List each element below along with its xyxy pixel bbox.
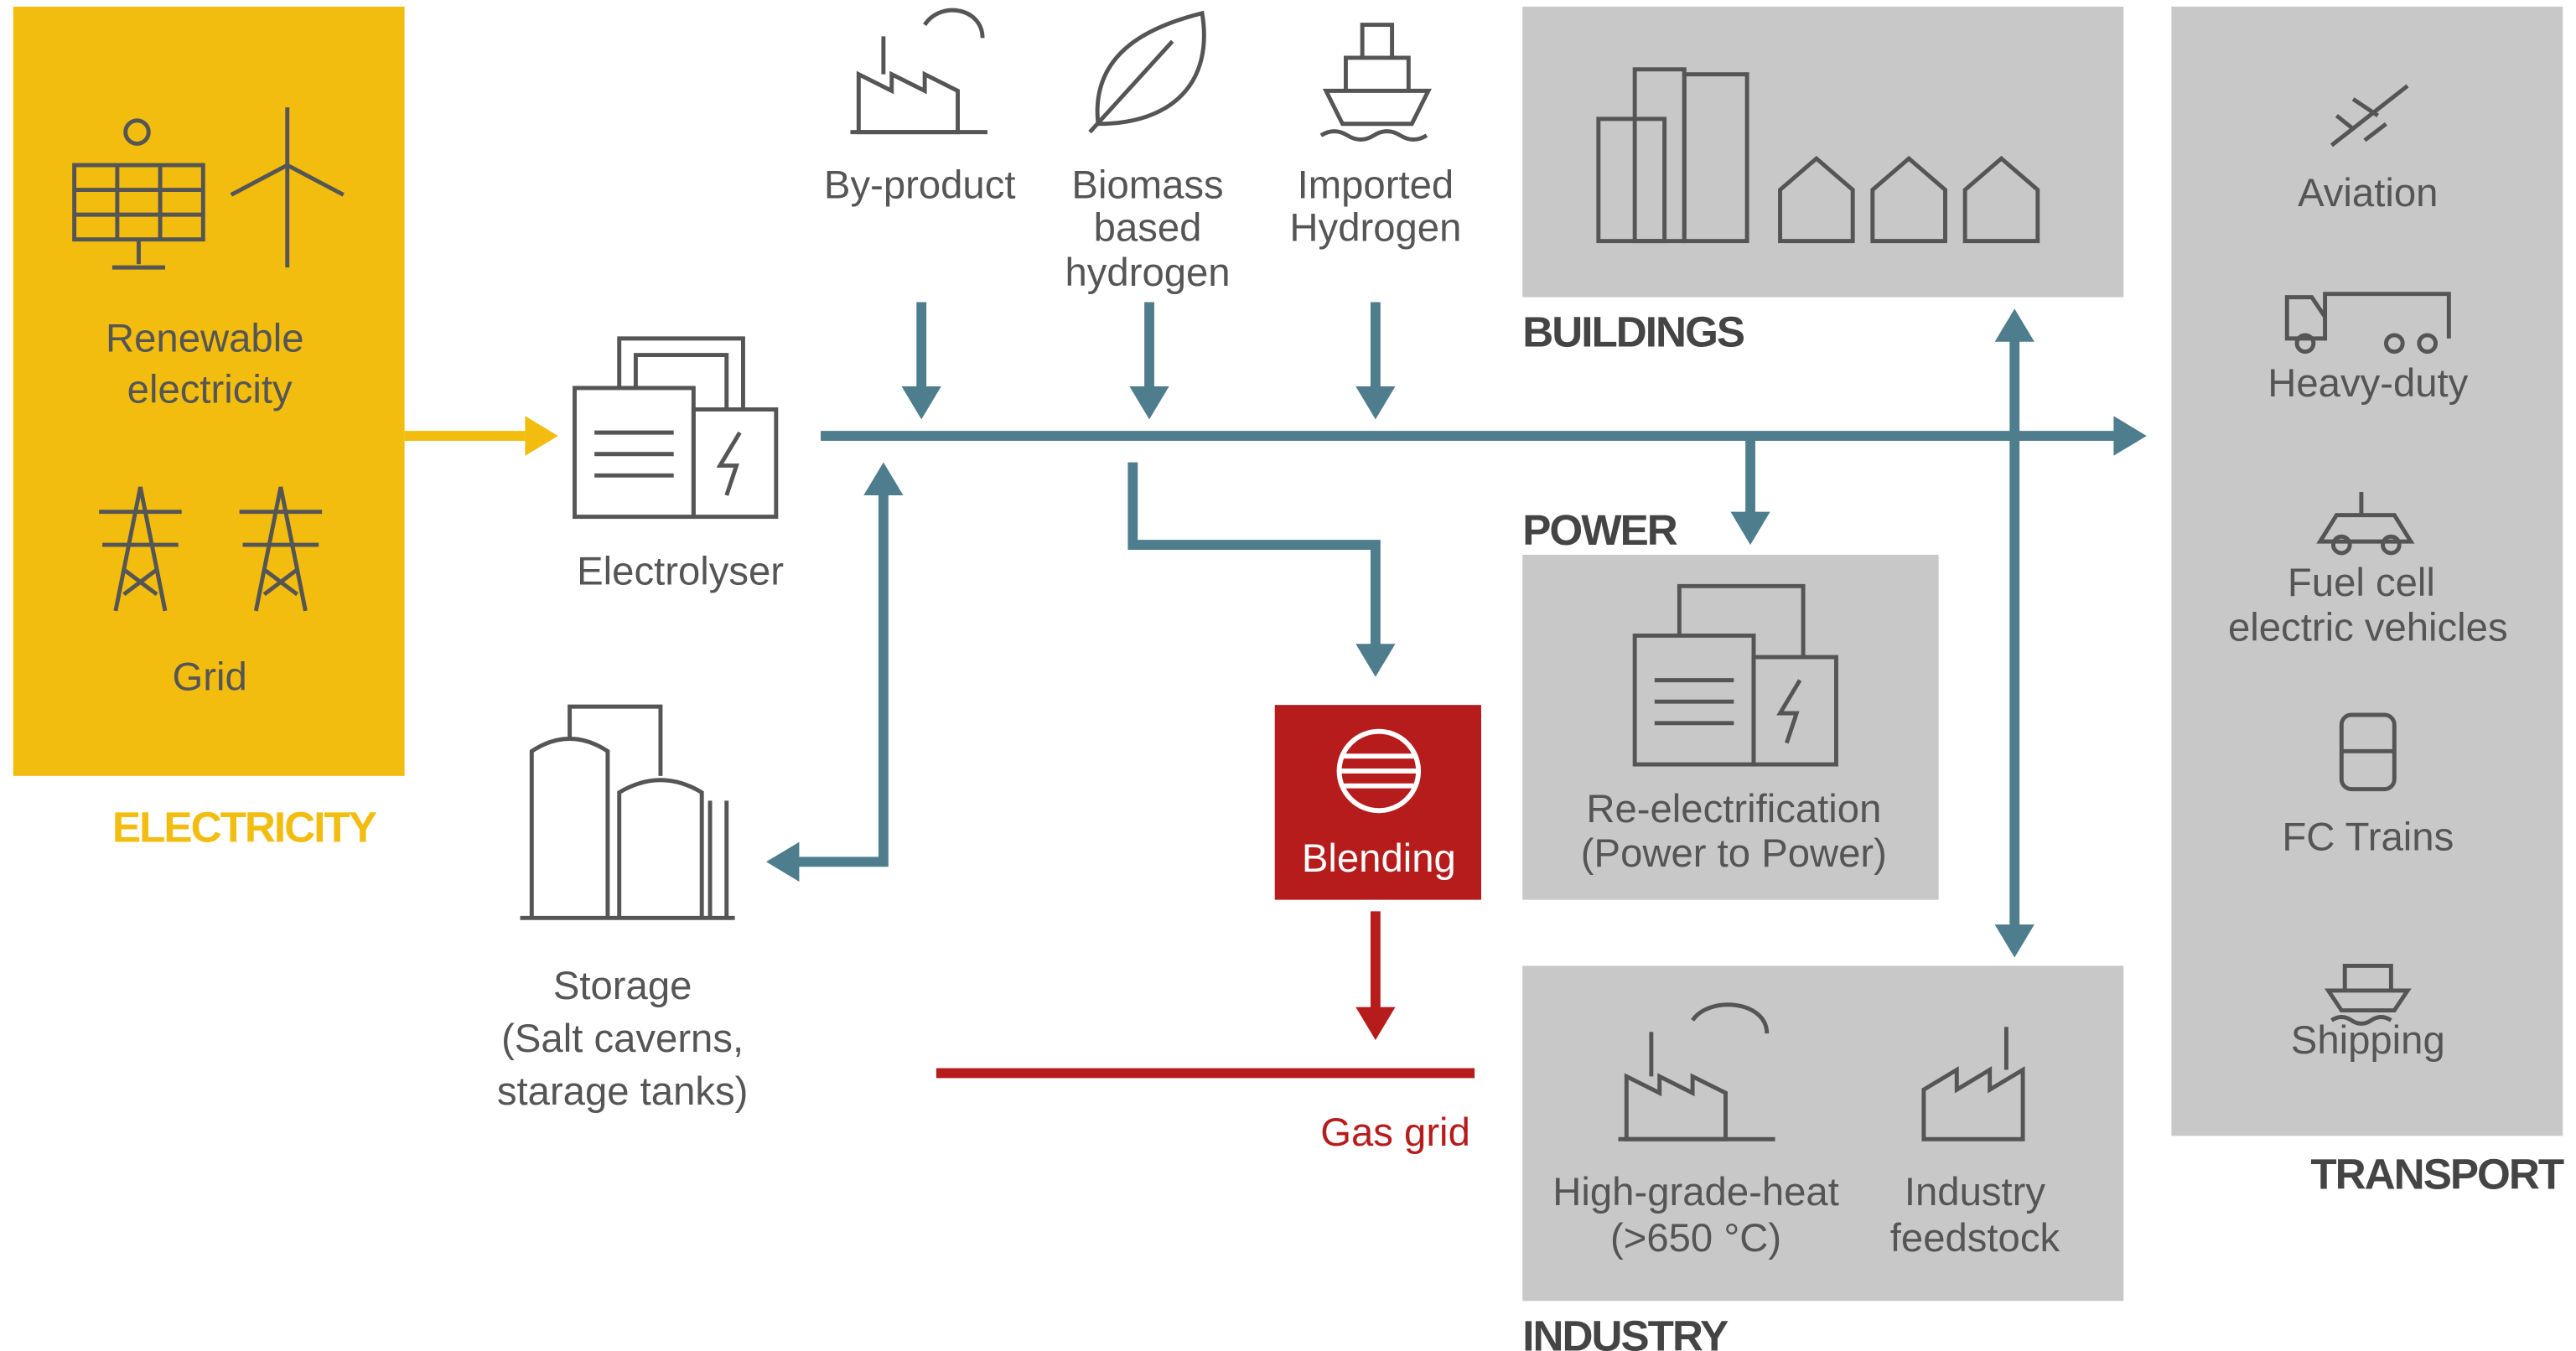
storage-text: starage tanks) bbox=[497, 1069, 749, 1114]
storage-text: Storage bbox=[553, 964, 692, 1008]
industry-icons bbox=[1618, 1002, 2025, 1141]
blending-text: Blending bbox=[1302, 836, 1456, 881]
electrolyser-text: Electrolyser bbox=[577, 549, 784, 593]
renewable-text: Renewable bbox=[106, 317, 304, 361]
transport-text: Fuel cell bbox=[2288, 561, 2435, 605]
industry-label: INDUSTRY bbox=[1522, 1312, 1729, 1351]
transport-box bbox=[2171, 6, 2563, 1136]
power-label: POWER bbox=[1522, 506, 1677, 554]
source-text: based bbox=[1094, 206, 1202, 251]
grid-text: Grid bbox=[173, 655, 247, 699]
power-icon bbox=[1632, 583, 1838, 767]
transport-icons bbox=[2284, 84, 2451, 1026]
industry-text: (>650 °C) bbox=[1610, 1216, 1781, 1260]
leaf-icon bbox=[1088, 10, 1206, 134]
arrow-head bbox=[1355, 1007, 1396, 1041]
blending-arrow bbox=[1127, 462, 1381, 648]
power-box bbox=[1522, 554, 1939, 900]
buildings-label: BUILDINGS bbox=[1522, 308, 1744, 356]
transport-text: electric vehicles bbox=[2228, 605, 2508, 650]
electricity-box bbox=[13, 6, 405, 776]
buildings-icon bbox=[1596, 67, 2040, 244]
factory-icon bbox=[850, 8, 987, 135]
source-text: Hydrogen bbox=[1289, 206, 1461, 251]
storage-text: (Salt caverns, bbox=[501, 1017, 744, 1061]
industry-text: High-grade-heat bbox=[1552, 1170, 1839, 1214]
transport-text: FC Trains bbox=[2282, 815, 2454, 860]
industry-text: Industry bbox=[1905, 1170, 2045, 1214]
arrow-head bbox=[1994, 308, 2034, 342]
gas-grid-text: Gas grid bbox=[1320, 1110, 1470, 1155]
source-text: hydrogen bbox=[1065, 251, 1231, 295]
renewable-text: electricity bbox=[127, 368, 293, 412]
arrow-head bbox=[2113, 416, 2147, 456]
source-text: Imported bbox=[1298, 163, 1454, 207]
electricity-label: ELECTRICITY bbox=[112, 804, 377, 851]
source-text: Biomass bbox=[1071, 163, 1223, 207]
power-text: (Power to Power) bbox=[1581, 831, 1887, 876]
source-arrows bbox=[901, 302, 1396, 420]
power-text: Re-electrification bbox=[1586, 787, 1881, 831]
electrolyser-icon bbox=[573, 336, 779, 520]
buildings-box bbox=[1522, 6, 2124, 298]
arrow-head bbox=[1730, 511, 1770, 546]
arrow-head bbox=[863, 462, 904, 495]
wind-icon bbox=[230, 107, 345, 268]
blending-icon bbox=[1336, 728, 1422, 814]
storage-icon bbox=[520, 704, 735, 920]
arrow-head bbox=[525, 416, 558, 456]
source-text: By-product bbox=[824, 163, 1016, 207]
transport-label: TRANSPORT bbox=[2310, 1150, 2564, 1198]
transport-text: Aviation bbox=[2298, 171, 2438, 215]
arrow-head bbox=[1994, 924, 2034, 958]
ship-icon bbox=[1319, 23, 1432, 142]
transport-text: Shipping bbox=[2291, 1018, 2445, 1063]
arrow-head bbox=[766, 841, 800, 882]
arrow-head bbox=[1355, 644, 1396, 677]
storage-arrow bbox=[796, 492, 889, 867]
solar-icon bbox=[72, 118, 205, 270]
industry-text: feedstock bbox=[1890, 1216, 2060, 1260]
transport-text: Heavy-duty bbox=[2268, 361, 2468, 406]
pylon-icons bbox=[99, 486, 323, 612]
blending-box bbox=[1274, 705, 1481, 900]
